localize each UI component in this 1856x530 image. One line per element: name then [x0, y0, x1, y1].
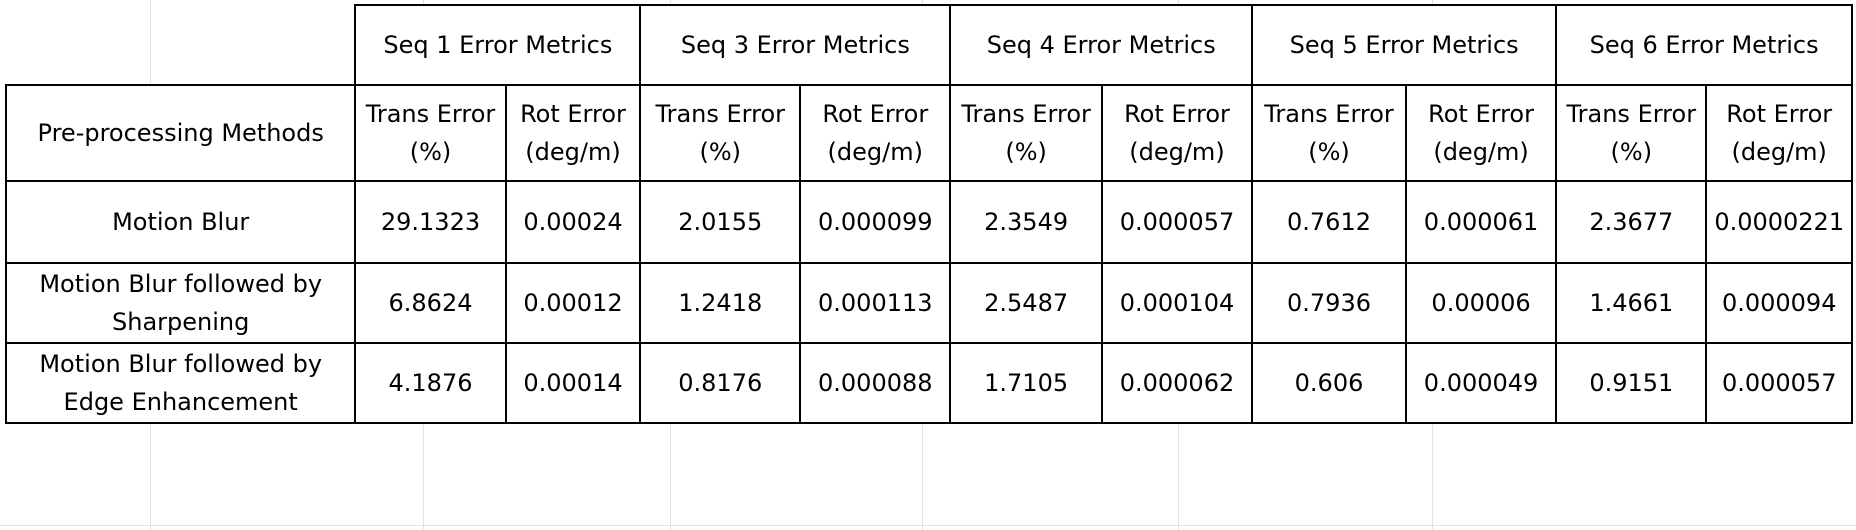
- value-cell: 0.00024: [504, 180, 642, 264]
- subheader-unit: (%): [409, 138, 452, 166]
- subheader-line: Trans Error: [1264, 100, 1394, 128]
- method-cell: Motion Blur followed by Edge Enhancement: [4, 342, 357, 424]
- value-cell: 6.8624: [354, 262, 507, 344]
- table-row: Motion Blur followed by Sharpening 6.8624…: [4, 262, 1853, 344]
- subheader-unit: (deg/m): [827, 138, 923, 166]
- value-cell: 0.000049: [1404, 342, 1558, 424]
- method-cell: Motion Blur followed by Sharpening: [4, 262, 357, 344]
- value-cell: 0.000062: [1100, 342, 1254, 424]
- subheader-trans-seq3: Trans Error (%): [639, 84, 802, 182]
- group-header-seq6: Seq 6 Error Metrics: [1555, 4, 1853, 86]
- group-header-seq1: Seq 1 Error Metrics: [354, 4, 642, 86]
- value-cell: 0.000113: [799, 262, 952, 344]
- value-cell: 0.000057: [1100, 180, 1254, 264]
- subheader-rot-seq6: Rot Error (deg/m): [1705, 84, 1853, 182]
- value-cell: 0.606: [1251, 342, 1407, 424]
- value-cell: 1.4661: [1555, 262, 1708, 344]
- value-cell: 0.7612: [1251, 180, 1407, 264]
- subheader-unit: (%): [1308, 138, 1350, 166]
- subheader-unit: (deg/m): [525, 138, 621, 166]
- value-cell: 1.7105: [949, 342, 1103, 424]
- group-header-row: Seq 1 Error Metrics Seq 3 Error Metrics …: [6, 4, 1853, 86]
- value-cell: 0.8176: [639, 342, 802, 424]
- value-cell: 0.000057: [1705, 342, 1853, 424]
- value-cell: 29.1323: [354, 180, 507, 264]
- subheader-line: Rot Error: [1124, 100, 1230, 128]
- value-cell: 0.000094: [1705, 262, 1853, 344]
- subheader-trans-seq1: Trans Error (%): [354, 84, 507, 182]
- value-cell: 0.00006: [1404, 262, 1558, 344]
- group-header-seq3: Seq 3 Error Metrics: [639, 4, 952, 86]
- value-cell: 0.000088: [799, 342, 952, 424]
- subheader-unit: (deg/m): [1433, 138, 1529, 166]
- corner-cell: [6, 5, 357, 86]
- value-cell: 0.00014: [504, 342, 642, 424]
- value-cell: 0.000104: [1100, 262, 1254, 344]
- method-label-line2: Sharpening: [112, 308, 250, 336]
- subheader-line: Rot Error: [520, 100, 626, 128]
- value-cell: 2.0155: [639, 180, 802, 264]
- subheader-line: Rot Error: [1428, 100, 1534, 128]
- value-cell: 0.000099: [799, 180, 952, 264]
- subheader-line: Rot Error: [822, 100, 929, 128]
- value-cell: 2.3677: [1555, 180, 1708, 264]
- subheader-unit: (deg/m): [1731, 138, 1827, 166]
- method-label: Motion Blur followed by: [39, 350, 323, 378]
- subheader-line: Trans Error: [365, 100, 496, 128]
- subheader-rot-seq5: Rot Error (deg/m): [1404, 84, 1558, 182]
- subheader-line: Rot Error: [1726, 100, 1833, 128]
- table-row: Motion Blur followed by Edge Enhancement …: [4, 342, 1853, 424]
- value-cell: 2.3549: [949, 180, 1103, 264]
- subheader-rot-seq1: Rot Error (deg/m): [504, 84, 642, 182]
- subheader-line: Trans Error: [1566, 100, 1697, 128]
- error-metrics-table: Seq 1 Error Metrics Seq 3 Error Metrics …: [4, 4, 1853, 424]
- group-header-seq5: Seq 5 Error Metrics: [1251, 4, 1558, 86]
- subheader-line: Trans Error: [655, 100, 786, 128]
- method-label: Motion Blur: [112, 208, 250, 236]
- subheader-unit: (%): [1610, 138, 1653, 166]
- value-cell: 0.000061: [1404, 180, 1558, 264]
- subheader-line: Trans Error: [961, 100, 1091, 128]
- table-row: Motion Blur 29.1323 0.00024 2.0155 0.000…: [4, 180, 1853, 264]
- subheader-trans-seq4: Trans Error (%): [949, 84, 1103, 182]
- method-cell: Motion Blur: [4, 180, 357, 264]
- subheader-unit: (%): [1005, 138, 1047, 166]
- value-cell: 4.1876: [354, 342, 507, 424]
- value-cell: 1.2418: [639, 262, 802, 344]
- value-cell: 2.5487: [949, 262, 1103, 344]
- subheader-unit: (deg/m): [1129, 138, 1225, 166]
- value-cell: 0.9151: [1555, 342, 1708, 424]
- value-cell: 0.0000221: [1705, 180, 1853, 264]
- group-header-seq4: Seq 4 Error Metrics: [949, 4, 1254, 86]
- row-header-label: Pre-processing Methods: [4, 84, 357, 182]
- subheader-trans-seq5: Trans Error (%): [1251, 84, 1407, 182]
- subheader-trans-seq6: Trans Error (%): [1555, 84, 1708, 182]
- method-label: Motion Blur followed by: [39, 270, 323, 298]
- subheader-row: Pre-processing Methods Trans Error (%) Ro…: [4, 84, 1853, 182]
- subheader-rot-seq4: Rot Error (deg/m): [1100, 84, 1254, 182]
- subheader-unit: (%): [699, 138, 742, 166]
- value-cell: 0.00012: [504, 262, 642, 344]
- method-label-line2: Edge Enhancement: [63, 388, 298, 416]
- subheader-rot-seq3: Rot Error (deg/m): [799, 84, 952, 182]
- value-cell: 0.7936: [1251, 262, 1407, 344]
